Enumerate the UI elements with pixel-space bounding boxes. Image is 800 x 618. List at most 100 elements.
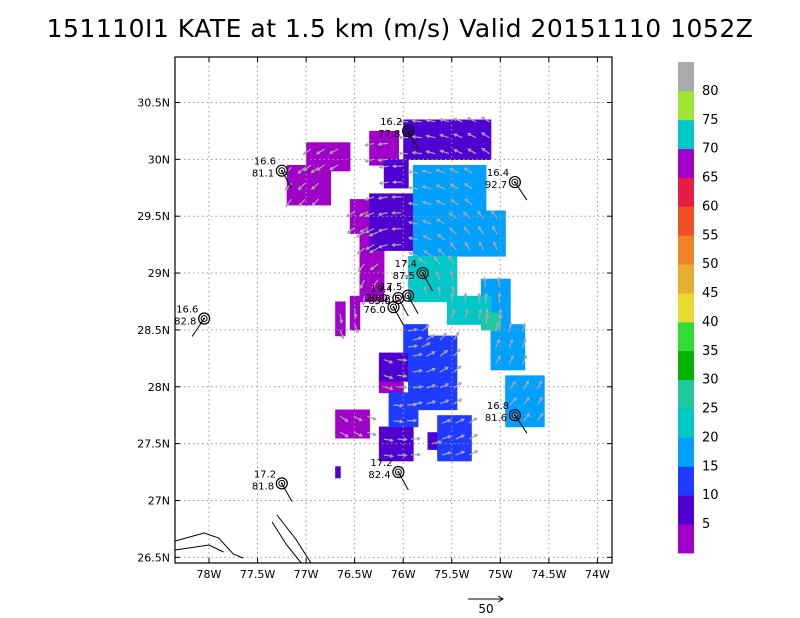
- speed-cell: [374, 273, 380, 280]
- speed-cell: [335, 148, 341, 155]
- x-tick-label: 78W: [197, 568, 222, 581]
- speed-cell: [412, 256, 419, 263]
- speed-cell: [378, 455, 385, 462]
- speed-cell: [393, 142, 399, 149]
- wind-vector: [468, 434, 478, 440]
- speed-cell: [480, 216, 487, 223]
- wind-vector-head: [355, 329, 359, 334]
- wind-vector: [426, 400, 436, 405]
- speed-cell: [466, 455, 472, 462]
- y-tick-label: 30N: [148, 153, 170, 166]
- speed-cell: [315, 170, 322, 177]
- speed-cell: [374, 193, 380, 200]
- speed-cell: [514, 415, 521, 422]
- speed-cell: [417, 284, 424, 291]
- speed-cell: [437, 455, 443, 462]
- wind-barb: [407, 130, 419, 150]
- station-marker-inner: [278, 479, 286, 487]
- speed-cell: [369, 256, 375, 263]
- speed-cell: [340, 324, 346, 331]
- speed-cell: [466, 221, 472, 229]
- speed-cell: [451, 443, 458, 450]
- speed-cell: [432, 244, 438, 251]
- speed-cell: [490, 290, 497, 297]
- speed-cell: [408, 455, 414, 462]
- wind-vector: [412, 386, 422, 389]
- speed-cell: [427, 432, 433, 439]
- speed-cell: [476, 238, 482, 246]
- wind-vector: [452, 286, 455, 296]
- wind-vector: [437, 218, 446, 225]
- speed-cell: [485, 250, 492, 257]
- speed-cell: [442, 176, 448, 183]
- speed-cell: [403, 244, 409, 251]
- wind-vector-head: [413, 327, 419, 332]
- speed-cell: [451, 261, 458, 268]
- speed-cell: [500, 347, 506, 354]
- wind-vector-head: [391, 242, 396, 247]
- speed-cell: [315, 176, 322, 183]
- wind-vector: [284, 166, 292, 175]
- speed-cell: [393, 375, 399, 382]
- speed-cell: [432, 210, 438, 217]
- speed-cell: [408, 381, 414, 388]
- wind-vector-head: [483, 292, 488, 297]
- speed-cell: [480, 221, 487, 229]
- speed-cell: [359, 238, 365, 246]
- station-value-top: 16.2: [380, 117, 402, 128]
- speed-cell: [461, 130, 467, 138]
- station-value-top: 19.4: [370, 284, 392, 295]
- speed-cell: [417, 170, 424, 177]
- speed-cell: [432, 221, 438, 229]
- speed-cell: [422, 295, 429, 303]
- speed-cell: [442, 432, 448, 439]
- speed-cell: [388, 136, 395, 143]
- colorbar-swatch: [678, 206, 694, 236]
- speed-cell: [383, 369, 390, 376]
- speed-cell: [490, 324, 497, 331]
- wind-vector: [357, 247, 365, 255]
- speed-cell: [408, 329, 414, 337]
- speed-cell: [349, 432, 356, 439]
- wind-vector-head: [425, 118, 430, 123]
- speed-cell: [442, 347, 448, 354]
- speed-cell: [422, 386, 429, 394]
- speed-cell: [432, 233, 438, 240]
- colorbar-swatch: [678, 177, 694, 207]
- station-value-top: 16.6: [254, 157, 276, 168]
- speed-cell: [383, 244, 390, 251]
- speed-cell: [495, 307, 501, 314]
- speed-cell: [403, 193, 409, 200]
- speed-cell: [422, 352, 429, 359]
- wind-vector: [404, 260, 414, 265]
- wind-vector-head: [438, 440, 443, 444]
- speed-cell: [325, 148, 331, 155]
- speed-cell: [359, 409, 365, 416]
- speed-cell: [354, 210, 361, 217]
- speed-cell: [437, 221, 443, 229]
- speed-cell: [524, 381, 531, 388]
- wind-vector-head: [523, 354, 528, 359]
- speed-cell: [388, 244, 395, 251]
- speed-cell: [480, 187, 487, 195]
- speed-cell: [505, 403, 511, 411]
- speed-cell: [451, 176, 458, 183]
- speed-cell: [378, 273, 385, 280]
- speed-cell: [403, 352, 409, 359]
- speed-cell: [432, 267, 438, 274]
- speed-cell: [490, 244, 497, 251]
- wind-vector: [397, 386, 407, 389]
- wind-vector-head: [497, 355, 501, 360]
- speed-cell: [408, 256, 414, 263]
- speed-cell: [437, 125, 443, 132]
- speed-cell: [412, 403, 419, 411]
- speed-cell: [398, 159, 404, 166]
- speed-cell: [403, 165, 409, 172]
- speed-cell: [369, 204, 375, 212]
- speed-cell: [422, 227, 429, 234]
- speed-cell: [393, 455, 399, 462]
- wind-vector-head: [389, 386, 394, 391]
- speed-cell: [412, 290, 419, 297]
- station-value-top: 20.0: [366, 293, 388, 304]
- speed-cell: [408, 216, 414, 223]
